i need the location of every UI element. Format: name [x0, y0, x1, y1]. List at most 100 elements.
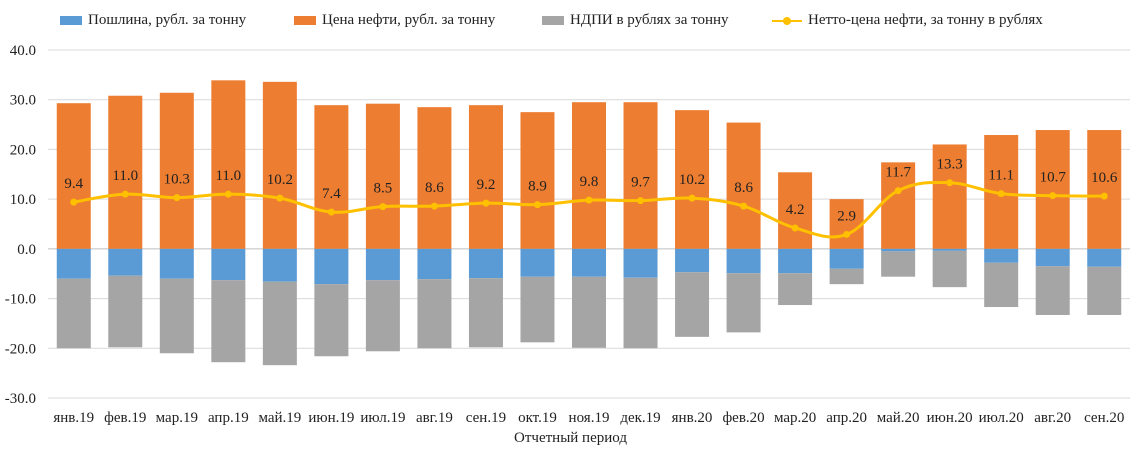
legend-item-net-price: Нетто-цена нефти, за тонну в рублях — [772, 12, 1043, 29]
bar-duty — [108, 248, 143, 276]
net-price-data-label: 8.5 — [374, 181, 393, 197]
legend-label-mineral-tax: НДПИ в рублях за тонну — [570, 12, 729, 28]
net-price-data-label: 8.6 — [425, 180, 444, 196]
bar-duty — [778, 248, 813, 274]
bar-oil-price — [726, 122, 761, 249]
bar-oil-price — [932, 144, 967, 249]
net-price-point — [327, 208, 335, 216]
net-price-point — [1100, 192, 1108, 200]
bar-oil-price — [262, 81, 297, 249]
net-price-data-label: 10.3 — [164, 172, 190, 188]
net-price-point — [533, 201, 541, 209]
net-price-point — [946, 179, 954, 187]
x-tick-label: дек.19 — [620, 410, 660, 426]
y-tick-label: 10.0 — [10, 192, 36, 208]
bar-mineral-tax — [365, 280, 400, 352]
net-price-data-label: 11.1 — [988, 168, 1014, 184]
net-price-data-label: 8.6 — [734, 180, 753, 196]
net-price-data-label: 8.9 — [528, 179, 547, 195]
bar-duty — [365, 248, 400, 281]
net-price-point — [70, 198, 78, 206]
y-tick-label: -10.0 — [5, 292, 36, 308]
bar-oil-price — [468, 105, 503, 249]
net-price-point — [688, 194, 696, 202]
y-tick-label: 20.0 — [10, 142, 36, 158]
x-tick-label: янв.19 — [53, 410, 94, 426]
y-tick-label: -30.0 — [5, 391, 36, 407]
bar-duty — [159, 248, 194, 279]
x-tick-label: авг.20 — [1034, 410, 1071, 426]
net-price-data-label: 11.7 — [885, 165, 911, 181]
bar-mineral-tax — [520, 276, 555, 343]
bar-mineral-tax — [159, 278, 194, 354]
bar-oil-price — [108, 95, 143, 249]
net-price-point — [379, 203, 387, 211]
bar-mineral-tax — [468, 278, 503, 348]
bars — [56, 80, 1122, 366]
bar-duty — [520, 248, 555, 277]
x-tick-label: июл.20 — [979, 410, 1024, 426]
net-price-line — [70, 179, 1108, 239]
net-price-point — [482, 199, 490, 207]
y-tick-label: -20.0 — [5, 341, 36, 357]
x-tick-label: июл.19 — [360, 410, 405, 426]
net-price-data-label: 4.2 — [786, 202, 805, 218]
x-tick-label: мар.20 — [774, 410, 816, 426]
net-price-point — [173, 194, 181, 202]
x-tick-label: июн.20 — [927, 410, 973, 426]
x-tick-label: авг.19 — [416, 410, 453, 426]
net-price-data-label: 10.2 — [679, 172, 705, 188]
bar-mineral-tax — [829, 268, 864, 285]
legend-item-mineral-tax: НДПИ в рублях за тонну — [542, 12, 729, 29]
bar-oil-price — [572, 102, 606, 249]
bar-duty — [1035, 248, 1070, 267]
net-price-point — [791, 224, 799, 232]
net-price-data-label: 11.0 — [215, 168, 241, 184]
bar-duty — [932, 248, 967, 251]
bar-duty — [1087, 248, 1122, 267]
net-price-data-label: 9.4 — [64, 176, 83, 192]
net-price-point — [997, 190, 1005, 198]
net-price-point — [430, 202, 438, 210]
bar-oil-price — [56, 103, 91, 249]
bar-mineral-tax — [984, 262, 1019, 308]
legend-label-oil-price: Цена нефти, рубл. за тонну — [322, 12, 496, 28]
bar-duty — [417, 248, 452, 280]
net-price-point — [121, 190, 129, 198]
bar-duty — [829, 248, 864, 269]
net-price-point — [843, 230, 851, 238]
x-tick-label: фев.20 — [722, 410, 764, 426]
x-tick-label: фев.19 — [104, 410, 146, 426]
bar-oil-price — [778, 172, 813, 249]
bar-mineral-tax — [211, 280, 246, 363]
bar-mineral-tax — [56, 278, 91, 349]
x-axis-title: Отчетный период — [514, 430, 627, 446]
legend-label-net-price: Нетто-цена нефти, за тонну в рублях — [808, 12, 1043, 28]
bar-mineral-tax — [778, 273, 813, 306]
bar-mineral-tax — [726, 273, 761, 333]
bar-oil-price — [623, 102, 658, 249]
net-price-data-label: 7.4 — [322, 186, 341, 202]
bar-oil-price — [314, 105, 349, 249]
bar-mineral-tax — [262, 281, 297, 366]
legend-item-duty: Пошлина, рубл. за тонну — [60, 12, 246, 29]
bar-duty — [211, 248, 246, 281]
net-price-data-label: 13.3 — [937, 157, 963, 173]
y-tick-label: 30.0 — [10, 93, 36, 109]
bar-oil-price — [365, 103, 400, 249]
bar-oil-price — [417, 107, 452, 249]
net-price-point — [1049, 192, 1057, 200]
bar-mineral-tax — [623, 277, 658, 349]
legend-swatch-mineral-tax — [542, 16, 564, 25]
bar-mineral-tax — [417, 279, 452, 349]
x-tick-label: ноя.19 — [569, 410, 610, 426]
bar-oil-price — [881, 162, 916, 249]
net-price-point — [585, 196, 593, 204]
bar-oil-price — [1087, 130, 1122, 249]
bar-duty — [623, 248, 658, 278]
x-tick-label: янв.20 — [672, 410, 713, 426]
x-tick-label: май.19 — [258, 410, 301, 426]
data-labels: 9.4 11.0 10.3 11.0 10.2 7.4 8.5 8.6 9.2 8.9 9.8 9.7… — [64, 157, 1117, 225]
bar-oil-price — [159, 92, 194, 249]
x-tick-label: апр.19 — [208, 410, 249, 426]
